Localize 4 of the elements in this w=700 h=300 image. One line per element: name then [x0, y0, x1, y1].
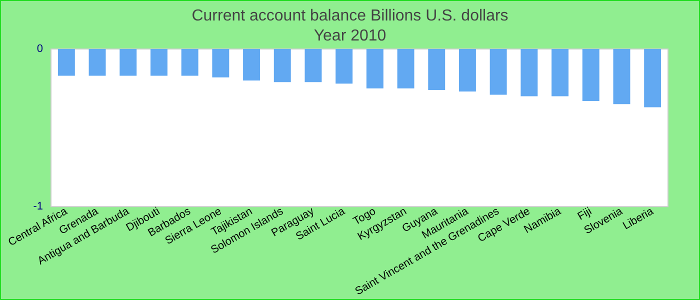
chart-title: Current account balance Billions U.S. dollars	[192, 8, 508, 24]
y-tick-label: -1	[33, 200, 43, 213]
chart-subtitle: Year 2010	[314, 28, 386, 44]
y-tick-label: 0	[36, 43, 43, 55]
